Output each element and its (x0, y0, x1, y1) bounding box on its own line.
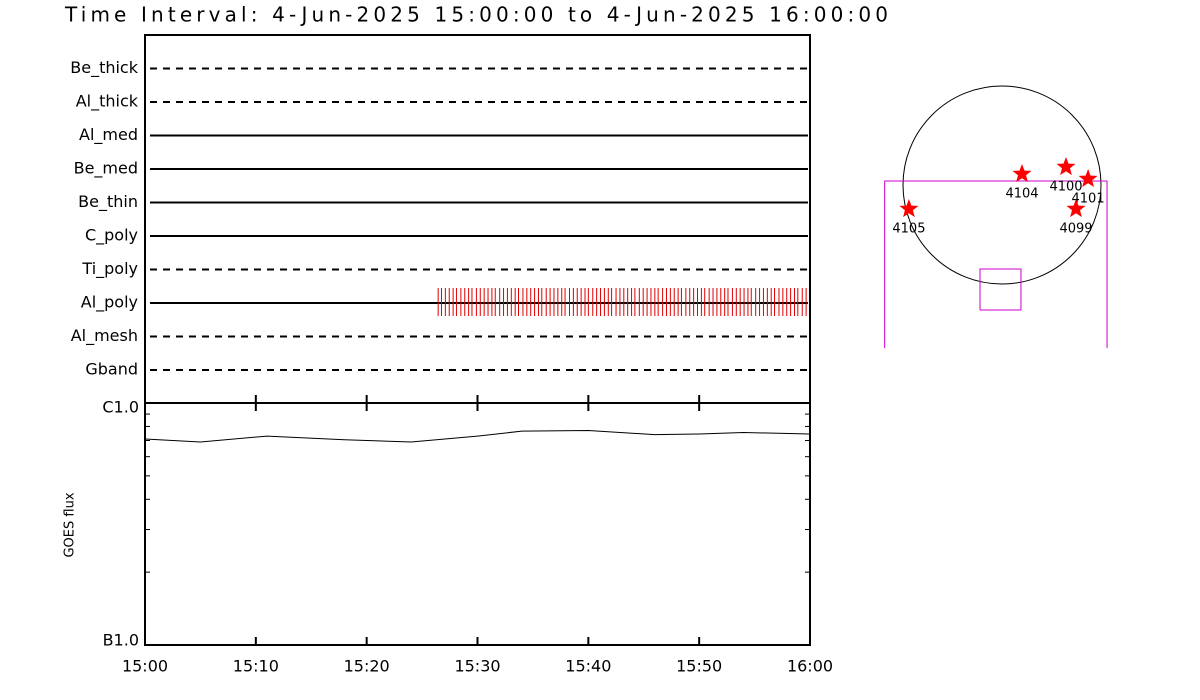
region-marker (1056, 157, 1076, 176)
x-tick-label: 15:30 (454, 657, 500, 676)
x-tick-label: 16:00 (787, 657, 833, 676)
top-panel-frame (144, 34, 811, 404)
filter-label: Al_med (79, 125, 138, 145)
region-label: 4104 (1005, 186, 1038, 201)
y-tick-label: B1.0 (103, 631, 139, 650)
y-axis-label: GOES flux (63, 492, 78, 557)
region-marker (1012, 164, 1032, 182)
filter-label: Be_med (74, 159, 138, 179)
x-tick-label: 15:00 (122, 657, 168, 676)
y-tick-label: C1.0 (102, 398, 139, 417)
x-tick-label: 15:40 (565, 657, 611, 676)
region-label: 4101 (1072, 191, 1105, 206)
solar-disk (902, 85, 1102, 285)
filter-label: Gband (85, 360, 138, 379)
x-tick-label: 15:10 (233, 657, 279, 676)
filter-label: Ti_poly (81, 259, 138, 279)
region-label: 4100 (1049, 179, 1082, 194)
filter-label: Al_poly (81, 293, 138, 313)
bottom-panel-frame (144, 402, 811, 646)
x-tick-label: 15:50 (676, 657, 722, 676)
region-marker (1066, 199, 1086, 218)
filter-label: Be_thick (70, 58, 138, 78)
filter-label: Al_thick (76, 92, 139, 112)
filter-label: Be_thin (78, 192, 138, 212)
region-marker (1078, 169, 1098, 187)
filter-label: C_poly (85, 226, 138, 246)
x-tick-label: 15:20 (344, 657, 390, 676)
chart-title: Time Interval: 4-Jun-2025 15:00:00 to 4-… (64, 3, 888, 27)
fov-box (884, 180, 1108, 349)
region-marker (899, 199, 919, 218)
region-label: 4099 (1059, 221, 1092, 236)
filter-label: Al_mesh (71, 326, 138, 346)
goes-curve (144, 429, 811, 443)
region-label: 4105 (892, 221, 925, 236)
fov-box (979, 268, 1022, 311)
